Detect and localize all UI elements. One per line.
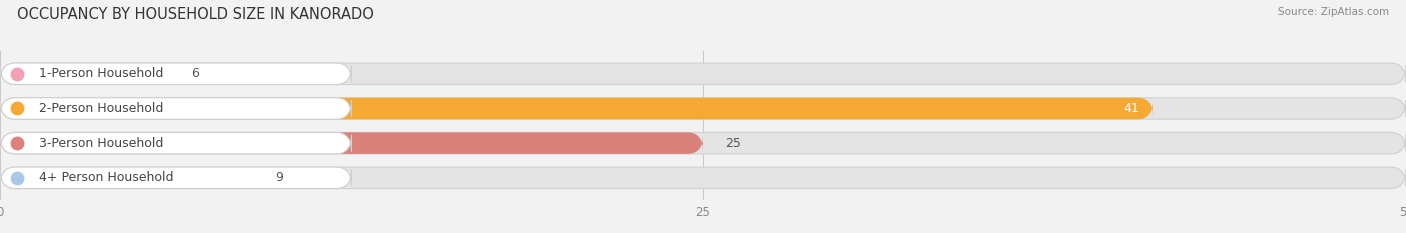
- Text: Source: ZipAtlas.com: Source: ZipAtlas.com: [1278, 7, 1389, 17]
- Text: 41: 41: [1123, 102, 1139, 115]
- Text: 25: 25: [725, 137, 741, 150]
- Text: OCCUPANCY BY HOUSEHOLD SIZE IN KANORADO: OCCUPANCY BY HOUSEHOLD SIZE IN KANORADO: [17, 7, 374, 22]
- Text: 4+ Person Household: 4+ Person Household: [39, 171, 174, 184]
- FancyBboxPatch shape: [0, 132, 703, 154]
- FancyBboxPatch shape: [0, 132, 1406, 154]
- FancyBboxPatch shape: [0, 167, 352, 188]
- Text: 1-Person Household: 1-Person Household: [39, 67, 163, 80]
- FancyBboxPatch shape: [0, 63, 169, 85]
- FancyBboxPatch shape: [0, 167, 253, 188]
- FancyBboxPatch shape: [0, 98, 352, 119]
- FancyBboxPatch shape: [0, 63, 352, 85]
- Text: 3-Person Household: 3-Person Household: [39, 137, 163, 150]
- Text: 2-Person Household: 2-Person Household: [39, 102, 163, 115]
- FancyBboxPatch shape: [0, 98, 1406, 119]
- Text: 6: 6: [191, 67, 200, 80]
- Text: 9: 9: [276, 171, 284, 184]
- FancyBboxPatch shape: [0, 167, 1406, 188]
- FancyBboxPatch shape: [0, 132, 352, 154]
- FancyBboxPatch shape: [0, 63, 1406, 85]
- FancyBboxPatch shape: [0, 98, 1153, 119]
